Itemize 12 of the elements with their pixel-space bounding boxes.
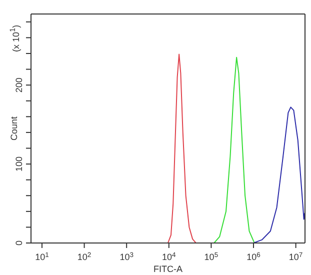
y-tick-label: 0	[14, 240, 24, 246]
x-tick-label: 10$^{2}$	[77, 252, 92, 262]
x-tick-label: 10$^{1}$	[35, 252, 50, 262]
y-tick-label: 100	[14, 156, 24, 172]
x-tick-label: 10$^{7}$	[288, 252, 303, 262]
x-tick-label: 10$^{5}$	[204, 252, 218, 262]
x-tick-label: 10$^{4}$	[162, 252, 176, 262]
y-tick-label: 200	[14, 78, 24, 93]
x-tick-label: 10$^{6}$	[246, 252, 261, 262]
x-tick-label: 10$^{3}$	[120, 252, 134, 262]
x-axis-title: FITC-A	[154, 264, 182, 274]
y-axis-title: Count	[9, 116, 19, 141]
